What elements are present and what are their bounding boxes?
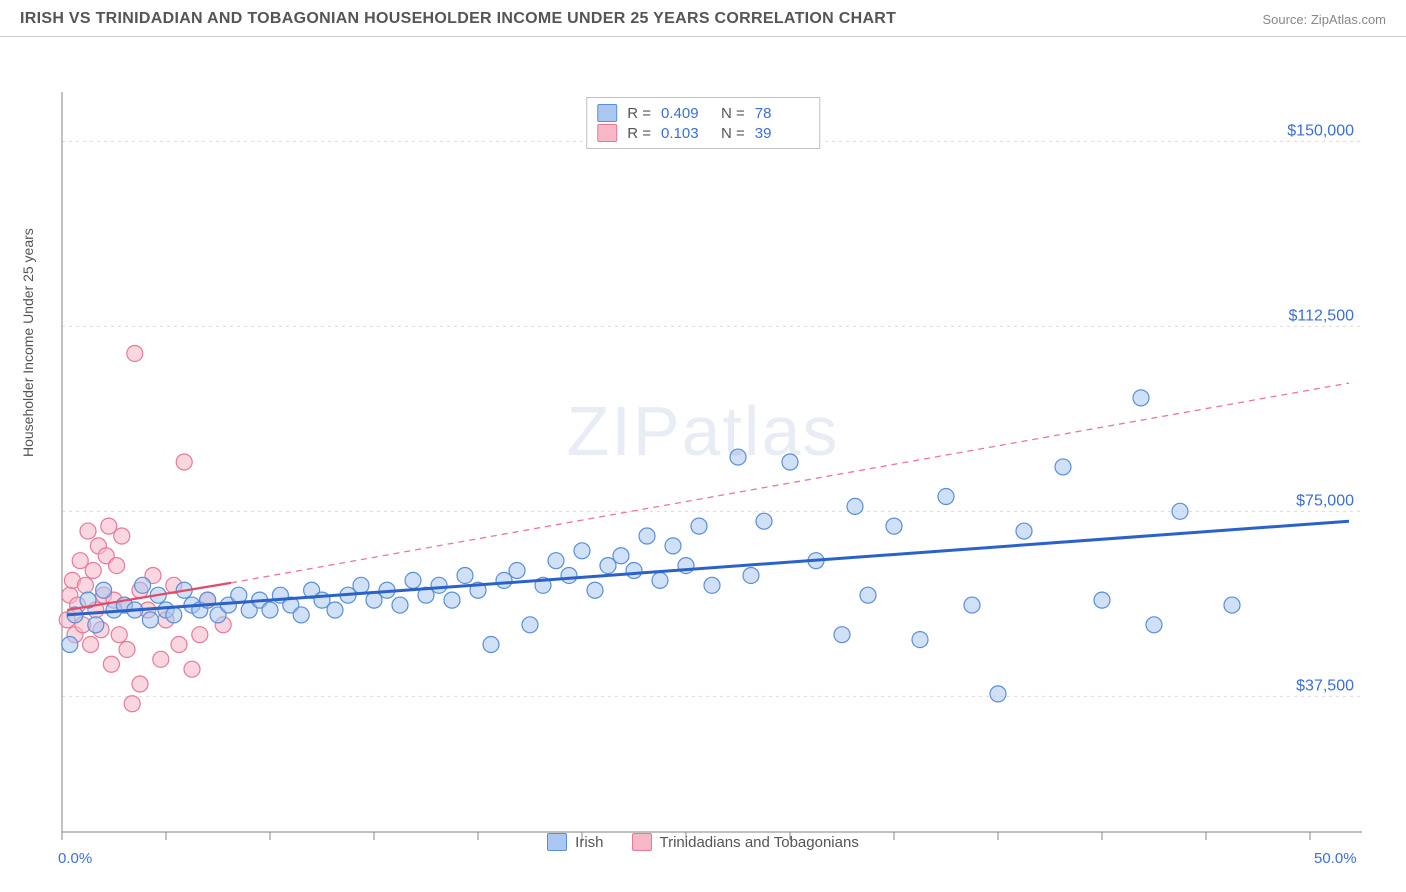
x-axis-max-label: 50.0% bbox=[1314, 850, 1357, 867]
chart-title: IRISH VS TRINIDADIAN AND TOBAGONIAN HOUS… bbox=[20, 10, 896, 28]
stats-row-trin: R = 0.103 N = 39 bbox=[597, 124, 805, 142]
x-axis-min-label: 0.0% bbox=[58, 850, 92, 867]
scatter-plot: $37,500 $75,000 $112,500 $150,000 bbox=[0, 37, 1406, 857]
swatch-trin bbox=[597, 124, 617, 142]
bottom-legend: Irish Trinidadians and Tobagonians bbox=[0, 833, 1406, 851]
legend-item-trin: Trinidadians and Tobagonians bbox=[632, 833, 859, 851]
source-label: Source: ZipAtlas.com bbox=[1262, 12, 1386, 27]
swatch-irish bbox=[597, 104, 617, 122]
svg-text:$37,500: $37,500 bbox=[1296, 677, 1354, 694]
swatch-trin-icon bbox=[632, 833, 652, 851]
stats-legend: R = 0.409 N = 78 R = 0.103 N = 39 bbox=[586, 97, 820, 149]
y-axis-label: Householder Income Under 25 years bbox=[20, 228, 36, 457]
stats-row-irish: R = 0.409 N = 78 bbox=[597, 104, 805, 122]
chart-area: ZIPatlas Householder Income Under 25 yea… bbox=[0, 37, 1406, 857]
svg-text:$75,000: $75,000 bbox=[1296, 492, 1354, 509]
svg-text:$112,500: $112,500 bbox=[1288, 307, 1354, 324]
swatch-irish-icon bbox=[547, 833, 567, 851]
legend-item-irish: Irish bbox=[547, 833, 603, 851]
svg-text:$150,000: $150,000 bbox=[1287, 122, 1354, 139]
